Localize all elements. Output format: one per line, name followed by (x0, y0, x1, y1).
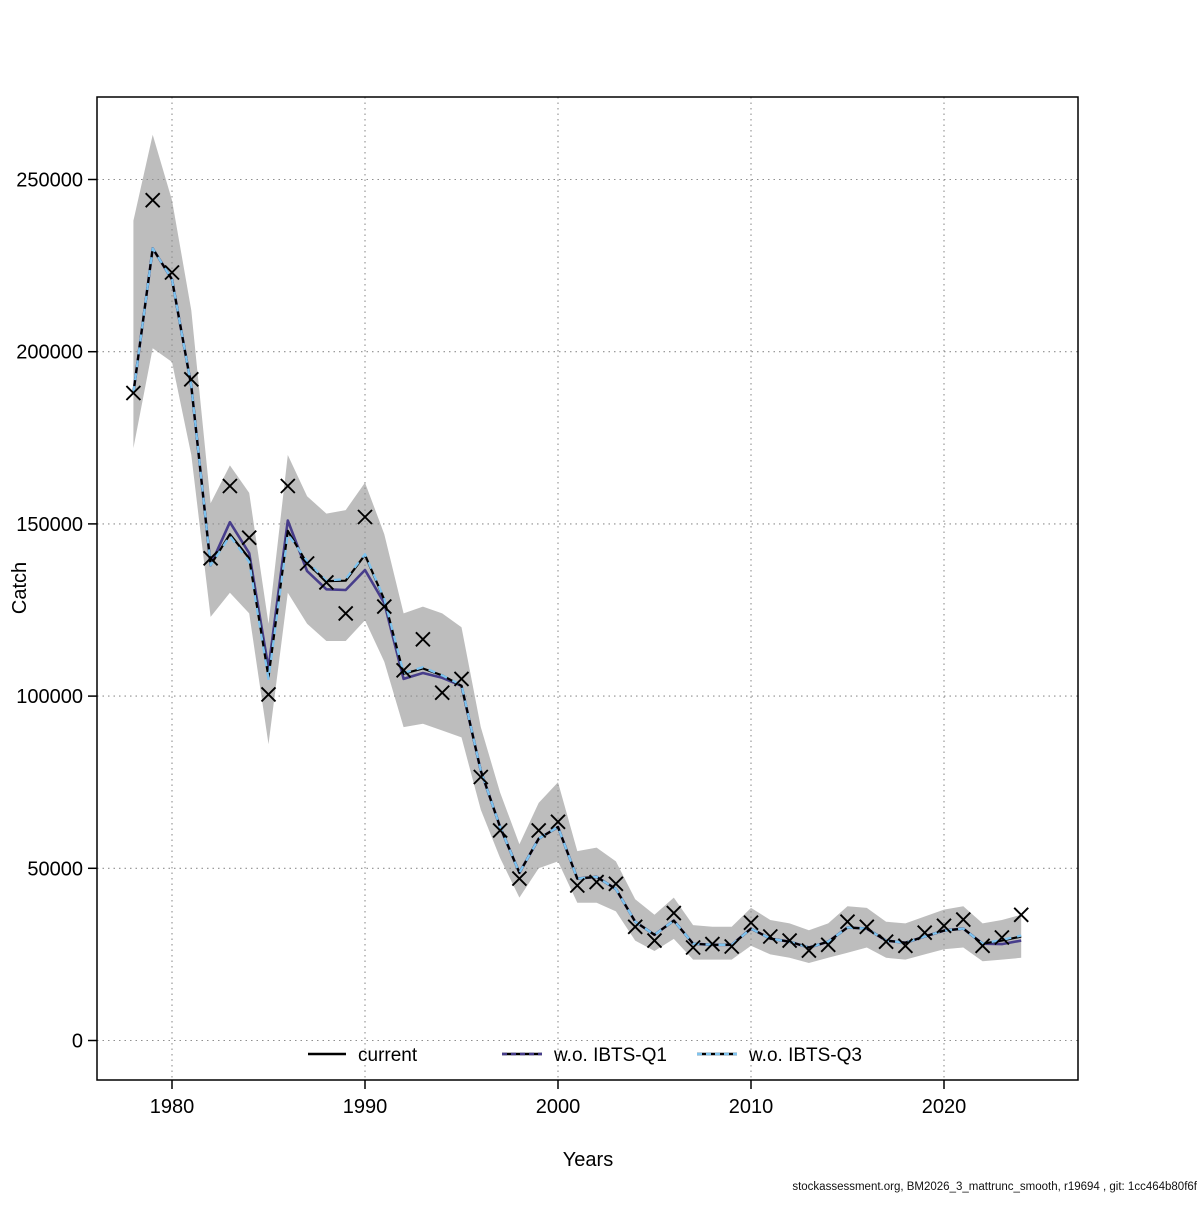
x-axis-tick-label: 1980 (150, 1096, 195, 1118)
series-line-layer (132, 247, 1022, 949)
observed-catch-marker (145, 192, 161, 208)
y-axis-tick-label: 0 (72, 1031, 83, 1053)
y-axis-tick-label: 150000 (16, 514, 83, 536)
observed-catch-marker (550, 814, 566, 830)
legend-item-ibts-q3: w.o. IBTS-Q3 (697, 1045, 862, 1066)
observed-catch-marker (608, 876, 624, 892)
observed-catch-marker (492, 822, 508, 839)
y-axis-label: Catch (9, 562, 31, 614)
observed-catch-marker (974, 938, 991, 954)
footer-text: stockassessment.org, BM2026_3_mattrunc_s… (792, 1181, 1197, 1193)
observed-catch-marker (588, 874, 605, 890)
observed-catch-marker (820, 937, 836, 953)
y-axis-tick-label: 250000 (16, 170, 83, 192)
observed-catch-marker (646, 932, 663, 949)
y-axis-tick-label: 200000 (16, 342, 83, 364)
observed-catch-marker (376, 598, 392, 615)
observed-catch-marker (280, 478, 296, 494)
x-axis-tick-label: 2010 (729, 1096, 774, 1118)
current-line (132, 247, 1022, 949)
observed-catch-marker (955, 911, 971, 928)
observed-catch-marker (859, 919, 875, 935)
legend-item-ibts-q1: w.o. IBTS-Q1 (502, 1045, 667, 1066)
observed-catch-marker (299, 555, 315, 572)
observed-catch-marker (724, 938, 740, 955)
observed-catch-marker (164, 264, 180, 281)
observed-catch-marker (569, 877, 585, 894)
legend-label-current: current (358, 1045, 418, 1066)
observed-catch-marker (415, 631, 431, 647)
observed-catch-marker (627, 919, 643, 935)
x-axis-tick-label: 2020 (922, 1096, 967, 1118)
observed-catch-marker (531, 822, 547, 839)
legend-item-current: current (308, 1045, 418, 1066)
observed-catch-marker (666, 905, 682, 921)
observed-catch-marker (395, 662, 412, 678)
observed-catch-marker (202, 550, 219, 566)
observed-catch-marker (878, 934, 894, 950)
legend: current w.o. IBTS-Q1 w.o. IBTS-Q3 (308, 1045, 862, 1066)
y-axis-tick-label: 50000 (27, 858, 83, 880)
observed-catch-marker (801, 942, 817, 959)
x-axis-tick-label: 2000 (536, 1096, 581, 1118)
ibts-q3-line (132, 247, 1022, 949)
observed-catch-marker (434, 685, 450, 701)
confidence-band-layer (133, 134, 1022, 963)
observed-catch-marker (183, 371, 199, 387)
ibts-q1-line (132, 247, 1022, 949)
observed-catch-marker (1013, 907, 1029, 923)
axis-tick-layer (88, 178, 945, 1089)
confidence-band (133, 134, 1022, 963)
observed-catch-marker (897, 938, 914, 954)
observed-catch-marker (241, 530, 257, 546)
observed-catch-marker (222, 478, 238, 494)
observed-catch-marker-layer (125, 192, 1029, 959)
observed-catch-marker (936, 918, 952, 934)
x-axis-label: Years (563, 1149, 613, 1171)
observed-catch-marker (357, 509, 373, 525)
axis-tick-label-layer: 1980 1990 2000 2010 2020 0 50000 100000 150000 20… (16, 170, 966, 1119)
observed-catch-marker (704, 936, 721, 952)
plot-border (96, 96, 1079, 1081)
x-axis-tick-label: 1990 (343, 1096, 388, 1118)
observed-catch-marker (917, 925, 933, 941)
observed-catch-marker (453, 671, 470, 687)
observed-catch-marker (781, 932, 798, 949)
observed-catch-marker (994, 929, 1010, 946)
y-axis-tick-label: 100000 (16, 686, 83, 708)
observed-catch-marker (338, 605, 354, 622)
legend-label-ibts-q3: w.o. IBTS-Q3 (748, 1045, 862, 1066)
observed-catch-marker (839, 914, 856, 930)
observed-catch-marker (511, 870, 528, 887)
observed-catch-marker (685, 939, 701, 956)
gridline-layer (97, 97, 1078, 1080)
observed-catch-marker (473, 769, 489, 785)
observed-catch-marker (318, 574, 335, 591)
observed-catch-marker (743, 915, 759, 931)
legend-label-ibts-q1: w.o. IBTS-Q1 (553, 1045, 667, 1066)
observed-catch-marker (260, 686, 277, 703)
observed-catch-marker (762, 928, 778, 945)
observed-catch-marker (125, 385, 142, 401)
